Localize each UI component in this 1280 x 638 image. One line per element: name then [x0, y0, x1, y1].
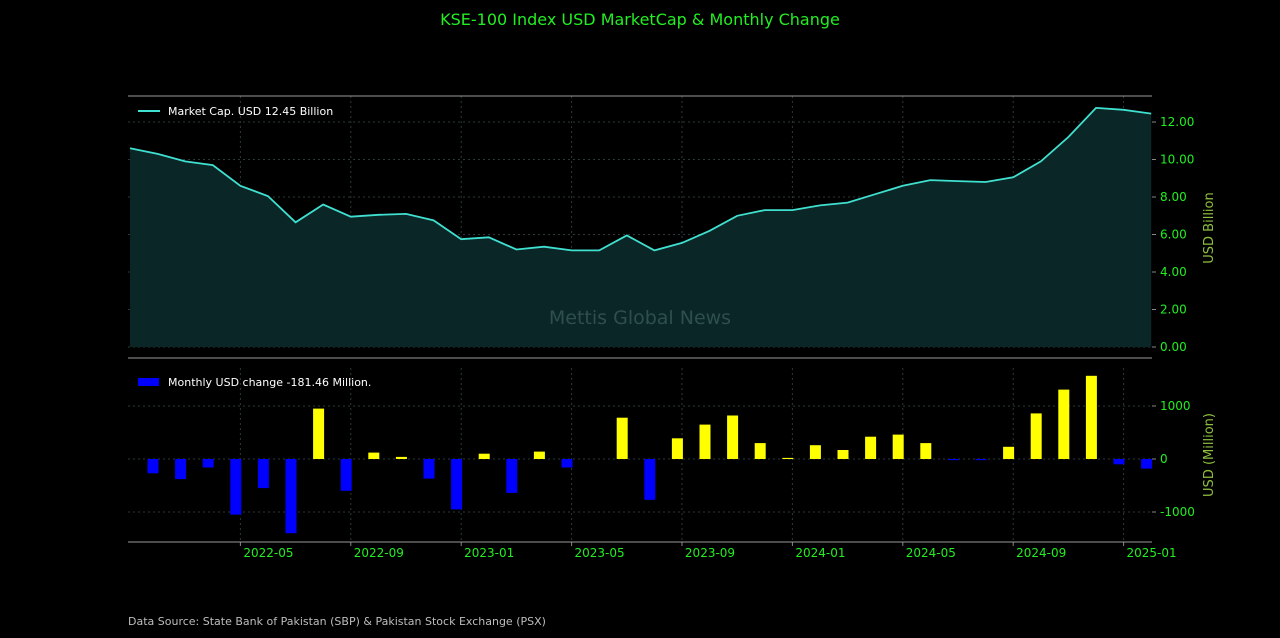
monthly-change-bar: [1030, 413, 1042, 459]
monthly-change-bar: [561, 459, 573, 468]
monthly-change-bar: [616, 417, 628, 459]
monthly-change-bar: [285, 459, 297, 534]
monthly-change-bar: [257, 459, 269, 489]
monthly-change-bar: [920, 443, 932, 459]
monthly-change-bar: [782, 457, 794, 459]
x-tick-label: 2022-09: [354, 546, 404, 560]
monthly-change-bar: [837, 450, 849, 459]
monthly-change-bar: [727, 415, 739, 459]
watermark: Mettis Global News: [549, 307, 731, 329]
monthly-change-bar: [368, 452, 380, 459]
monthly-change-bar: [947, 459, 959, 461]
x-tick-label: 2024-09: [1016, 546, 1066, 560]
data-source-note: Data Source: State Bank of Pakistan (SBP…: [128, 615, 546, 628]
top-legend: Market Cap. USD 12.45 Billion: [138, 105, 333, 118]
monthly-change-bar: [175, 459, 187, 480]
monthly-change-bar: [202, 459, 214, 468]
top-y-tick-label: 2.00: [1160, 303, 1187, 317]
bottom-y-tick-label: -1000: [1160, 505, 1195, 519]
monthly-change-bar: [478, 453, 490, 459]
monthly-change-bar: [1113, 459, 1125, 465]
monthly-change-bar: [506, 459, 518, 493]
top-y-tick-label: 4.00: [1160, 265, 1187, 279]
bottom-y-axis-label: USD (Million): [1202, 413, 1217, 497]
top-y-tick-label: 12.00: [1160, 115, 1194, 129]
monthly-change-bar: [892, 434, 904, 459]
monthly-change-bar: [340, 459, 352, 491]
x-tick-label: 2024-05: [906, 546, 956, 560]
top-y-tick-label: 6.00: [1160, 228, 1187, 242]
x-tick-label: 2025-01: [1127, 546, 1177, 560]
monthly-change-bar: [671, 438, 683, 459]
bottom-y-tick-label: 1000: [1160, 399, 1191, 413]
monthly-change-bar: [865, 436, 877, 459]
monthly-change-bar: [423, 459, 435, 479]
monthly-change-bar: [975, 459, 987, 461]
monthly-change-bar: [1003, 446, 1015, 459]
monthly-change-bar: [147, 459, 159, 474]
monthly-change-bars: [147, 375, 1153, 534]
top-y-tick-label: 0.00: [1160, 340, 1187, 354]
monthly-change-bar: [451, 459, 463, 510]
monthly-change-bar: [809, 445, 821, 459]
monthly-change-bar: [533, 451, 545, 459]
monthly-change-bar: [230, 459, 242, 515]
top-y-axis-label: USD Billion: [1202, 192, 1217, 263]
bottom-legend-label: Monthly USD change -181.46 Million.: [168, 376, 371, 389]
x-tick-label: 2023-05: [575, 546, 625, 560]
monthly-change-bar: [754, 443, 766, 459]
market-cap-area: [129, 106, 1152, 348]
monthly-change-bar: [313, 408, 325, 459]
monthly-change-bar: [1141, 459, 1153, 469]
top-legend-label: Market Cap. USD 12.45 Billion: [168, 105, 333, 118]
top-y-tick-label: 10.00: [1160, 153, 1194, 167]
bottom-legend: Monthly USD change -181.46 Million.: [138, 376, 371, 389]
x-tick-label: 2024-01: [795, 546, 845, 560]
top-y-tick-label: 8.00: [1160, 190, 1187, 204]
bottom-y-tick-label: 0: [1160, 452, 1168, 466]
x-tick-label: 2023-09: [685, 546, 735, 560]
monthly-change-bar: [1085, 375, 1097, 459]
x-tick-label: 2022-05: [243, 546, 293, 560]
monthly-change-bar: [395, 456, 407, 459]
monthly-change-bar: [699, 424, 711, 459]
bottom-legend-swatch: [138, 378, 159, 386]
chart-title: KSE-100 Index USD MarketCap & Monthly Ch…: [440, 10, 840, 29]
x-tick-label: 2023-01: [464, 546, 514, 560]
x-axis: 2022-05 2022-09 2023-01 2023-05 2023-09 2024-…: [239, 542, 1177, 560]
bottom-y-axis: -1000 0 1000: [1152, 399, 1195, 519]
market-cap-fill: [130, 107, 1152, 348]
market-cap-line: [129, 106, 1152, 252]
top-y-axis: 0.00 2.00 4.00 6.00 8.00 10.00 12.00: [1152, 115, 1194, 354]
bottom-gridlines: [128, 368, 1152, 542]
monthly-change-bar: [1058, 389, 1070, 459]
monthly-change-bar: [644, 459, 656, 500]
axes-frames: [128, 95, 1152, 543]
